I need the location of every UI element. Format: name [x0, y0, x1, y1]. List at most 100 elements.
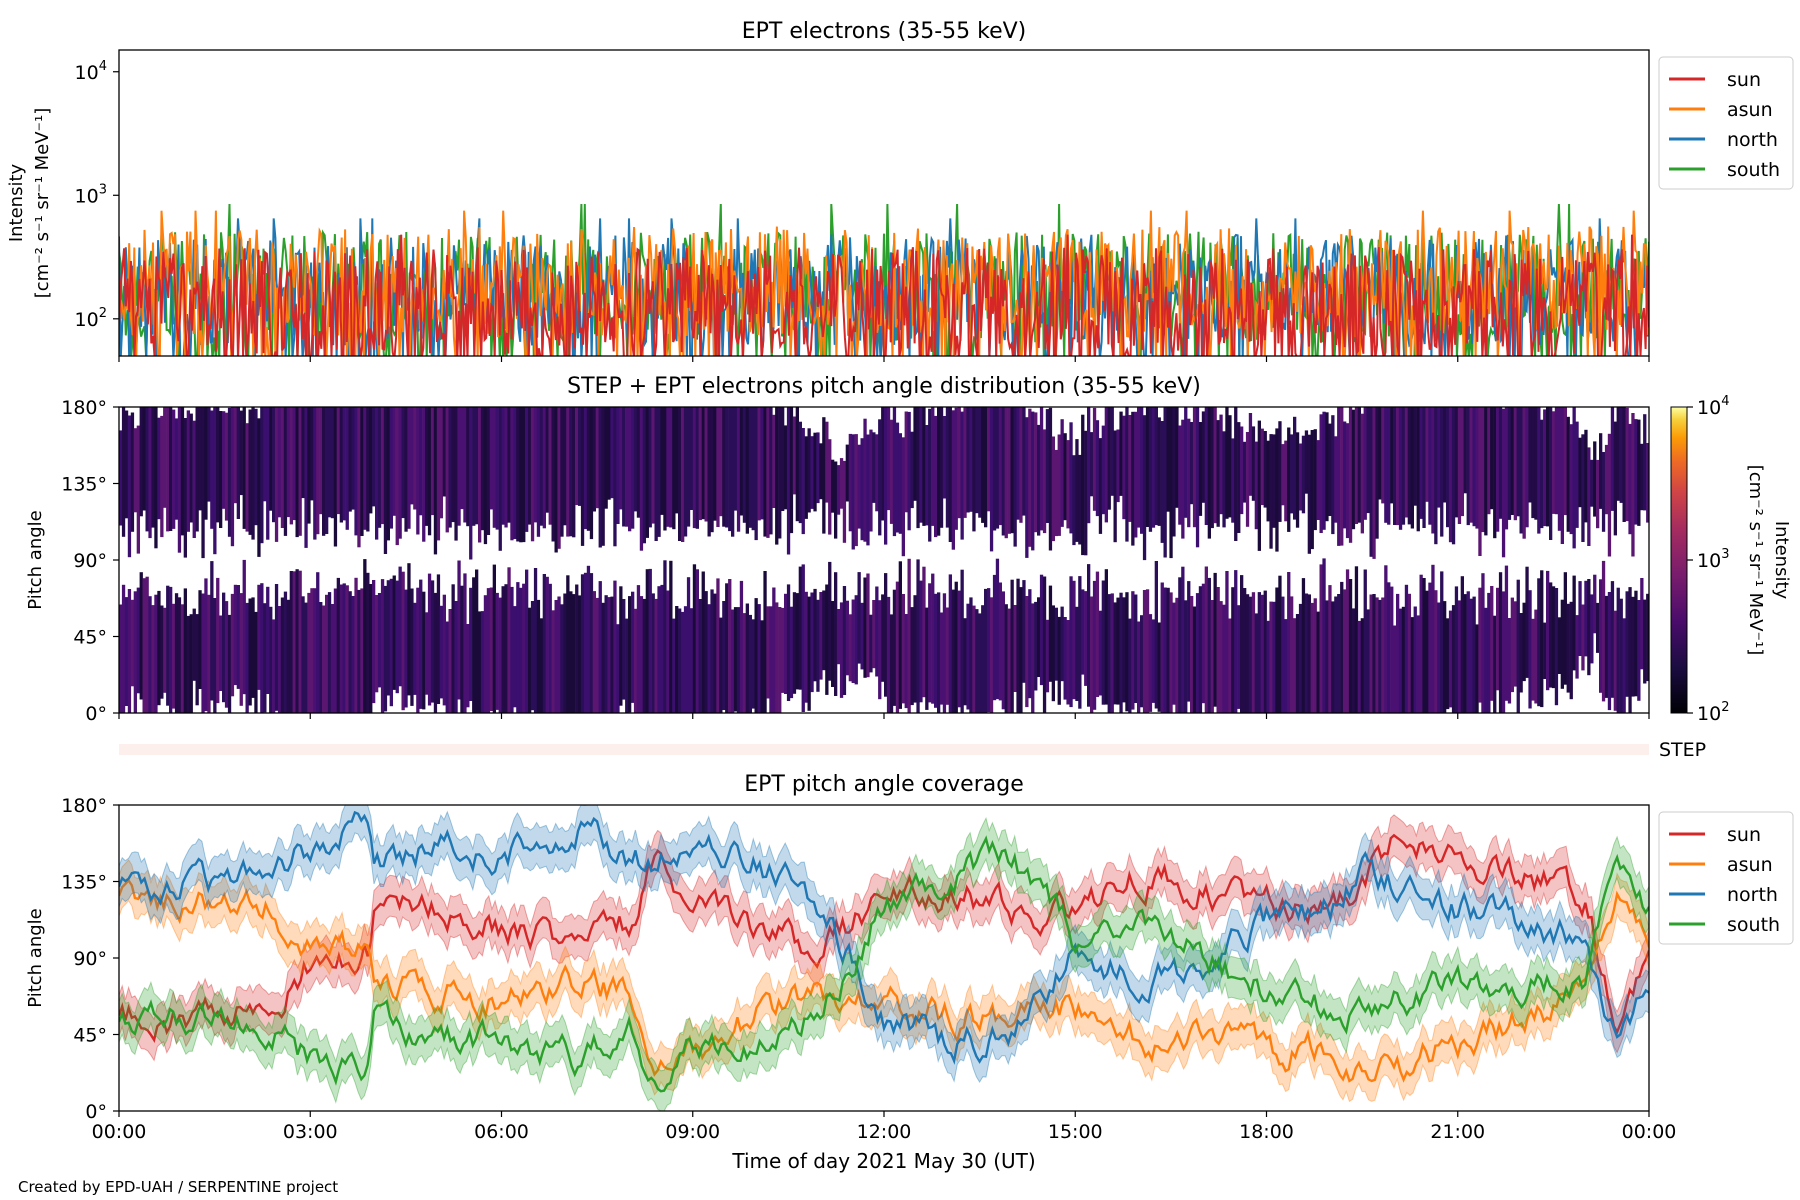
heatmap-cell [1563, 572, 1567, 685]
heatmap-cell [1240, 575, 1244, 713]
heatmap-cell [1549, 407, 1553, 540]
heatmap-cell [919, 580, 923, 703]
heatmap-cell [1540, 419, 1544, 529]
heatmap-cell [1260, 428, 1264, 506]
heatmap-cell [1637, 600, 1641, 701]
heatmap-cell [592, 591, 596, 713]
heatmap-cell [907, 411, 911, 531]
heatmap-cell [1581, 604, 1585, 671]
heatmap-cell [236, 585, 240, 689]
heatmap-cell [401, 407, 405, 519]
heatmap-cell [277, 606, 282, 713]
heatmap-cell [810, 592, 814, 693]
heatmap-cell [1034, 412, 1038, 533]
heatmap-cell [919, 407, 923, 523]
heatmap-cell [513, 407, 517, 539]
heatmap-cell [751, 407, 755, 531]
heatmap-cell [663, 560, 667, 713]
coverage-band-south [119, 816, 1649, 1111]
heatmap-cell [1625, 591, 1629, 697]
coverage-series-sun [119, 833, 1649, 1043]
heatmap-cell [1593, 574, 1597, 634]
heatmap-cell [1448, 610, 1453, 708]
heatmap-cell [283, 407, 288, 536]
heatmap-cell [995, 558, 1000, 700]
heatmap-cell [130, 599, 135, 687]
heatmap-cell [245, 602, 249, 713]
x-tick-label: 12:00 [857, 1121, 912, 1143]
heatmap-cell [336, 407, 340, 515]
heatmap-cell [1134, 411, 1138, 538]
heatmap-cell [1375, 597, 1379, 713]
heatmap-cell [319, 407, 323, 515]
heatmap-cell [1478, 587, 1482, 703]
heatmap-cell [619, 586, 623, 706]
heatmap-cell [951, 410, 955, 550]
heatmap-cell [1507, 407, 1512, 520]
heatmap-cell [1219, 601, 1223, 713]
heatmap-cell [1293, 416, 1297, 520]
heatmap-cell [1104, 569, 1108, 705]
heatmap-cell [1278, 421, 1282, 522]
heatmap-cell [786, 584, 791, 701]
heatmap-cell [475, 569, 479, 713]
heatmap-cell [327, 407, 332, 518]
heatmap-cell [1204, 566, 1208, 713]
heatmap-cell [154, 594, 158, 713]
heatmap-cell [1007, 407, 1011, 534]
heatmap-cell [789, 606, 794, 699]
heatmap-cell [1142, 415, 1147, 561]
heatmap-cell [1319, 564, 1323, 713]
heatmap-cell [239, 410, 243, 496]
heatmap-cell [1175, 407, 1179, 508]
heatmap-cell [163, 607, 167, 693]
heatmap-cell [1169, 407, 1173, 559]
intensity-legend: sun asun north south [1658, 56, 1794, 190]
heatmap-cell [731, 407, 735, 537]
heatmap-cell [692, 564, 697, 713]
heatmap-cell [489, 407, 493, 510]
heatmap-cell [180, 407, 185, 536]
heatmap-cell [834, 461, 838, 539]
heatmap-cell [375, 595, 379, 693]
heatmap-cell [1301, 435, 1306, 514]
heatmap-cell [751, 619, 755, 709]
heatmap-cell [257, 418, 261, 557]
heatmap-cell [1372, 407, 1376, 559]
heatmap-cell [1110, 407, 1114, 496]
heatmap-cell [704, 407, 708, 522]
x-tick-label: 00:00 [1622, 1121, 1677, 1143]
heatmap-cell [731, 609, 735, 713]
heatmap-cell [825, 421, 829, 503]
heatmap-cell [313, 407, 317, 540]
heatmap-cell [377, 407, 382, 528]
heatmap-cell [851, 434, 855, 550]
heatmap-cell [698, 407, 702, 521]
heatmap-cell [260, 407, 264, 544]
heatmap-cell [969, 407, 973, 512]
heatmap-cell [1522, 602, 1526, 682]
heatmap-cell [504, 407, 508, 528]
heatmap-cell [136, 587, 140, 694]
heatmap-cell [1116, 597, 1120, 705]
heatmap-cell [363, 559, 367, 713]
heatmap-cell [195, 407, 199, 532]
heatmap-cell [498, 597, 502, 713]
heatmap-cell [622, 599, 626, 700]
heatmap-cell [834, 572, 838, 696]
heatmap-cell [707, 604, 711, 713]
heatmap-cell [1269, 601, 1273, 713]
heatmap-cell [1410, 617, 1414, 713]
heatmap-cell [174, 593, 179, 713]
heatmap-cell [628, 407, 632, 532]
heatmap-cell [242, 407, 246, 529]
heatmap-cell [1554, 588, 1559, 706]
heatmap-cell [713, 593, 717, 713]
heatmap-cell [210, 410, 214, 529]
heatmap-cell [163, 407, 167, 508]
x-tick-label: 09:00 [665, 1121, 720, 1143]
heatmap-cell [892, 589, 897, 706]
heatmap-cell [472, 577, 476, 713]
heatmap-cell [169, 586, 173, 713]
heatmap-cell [1566, 603, 1570, 693]
